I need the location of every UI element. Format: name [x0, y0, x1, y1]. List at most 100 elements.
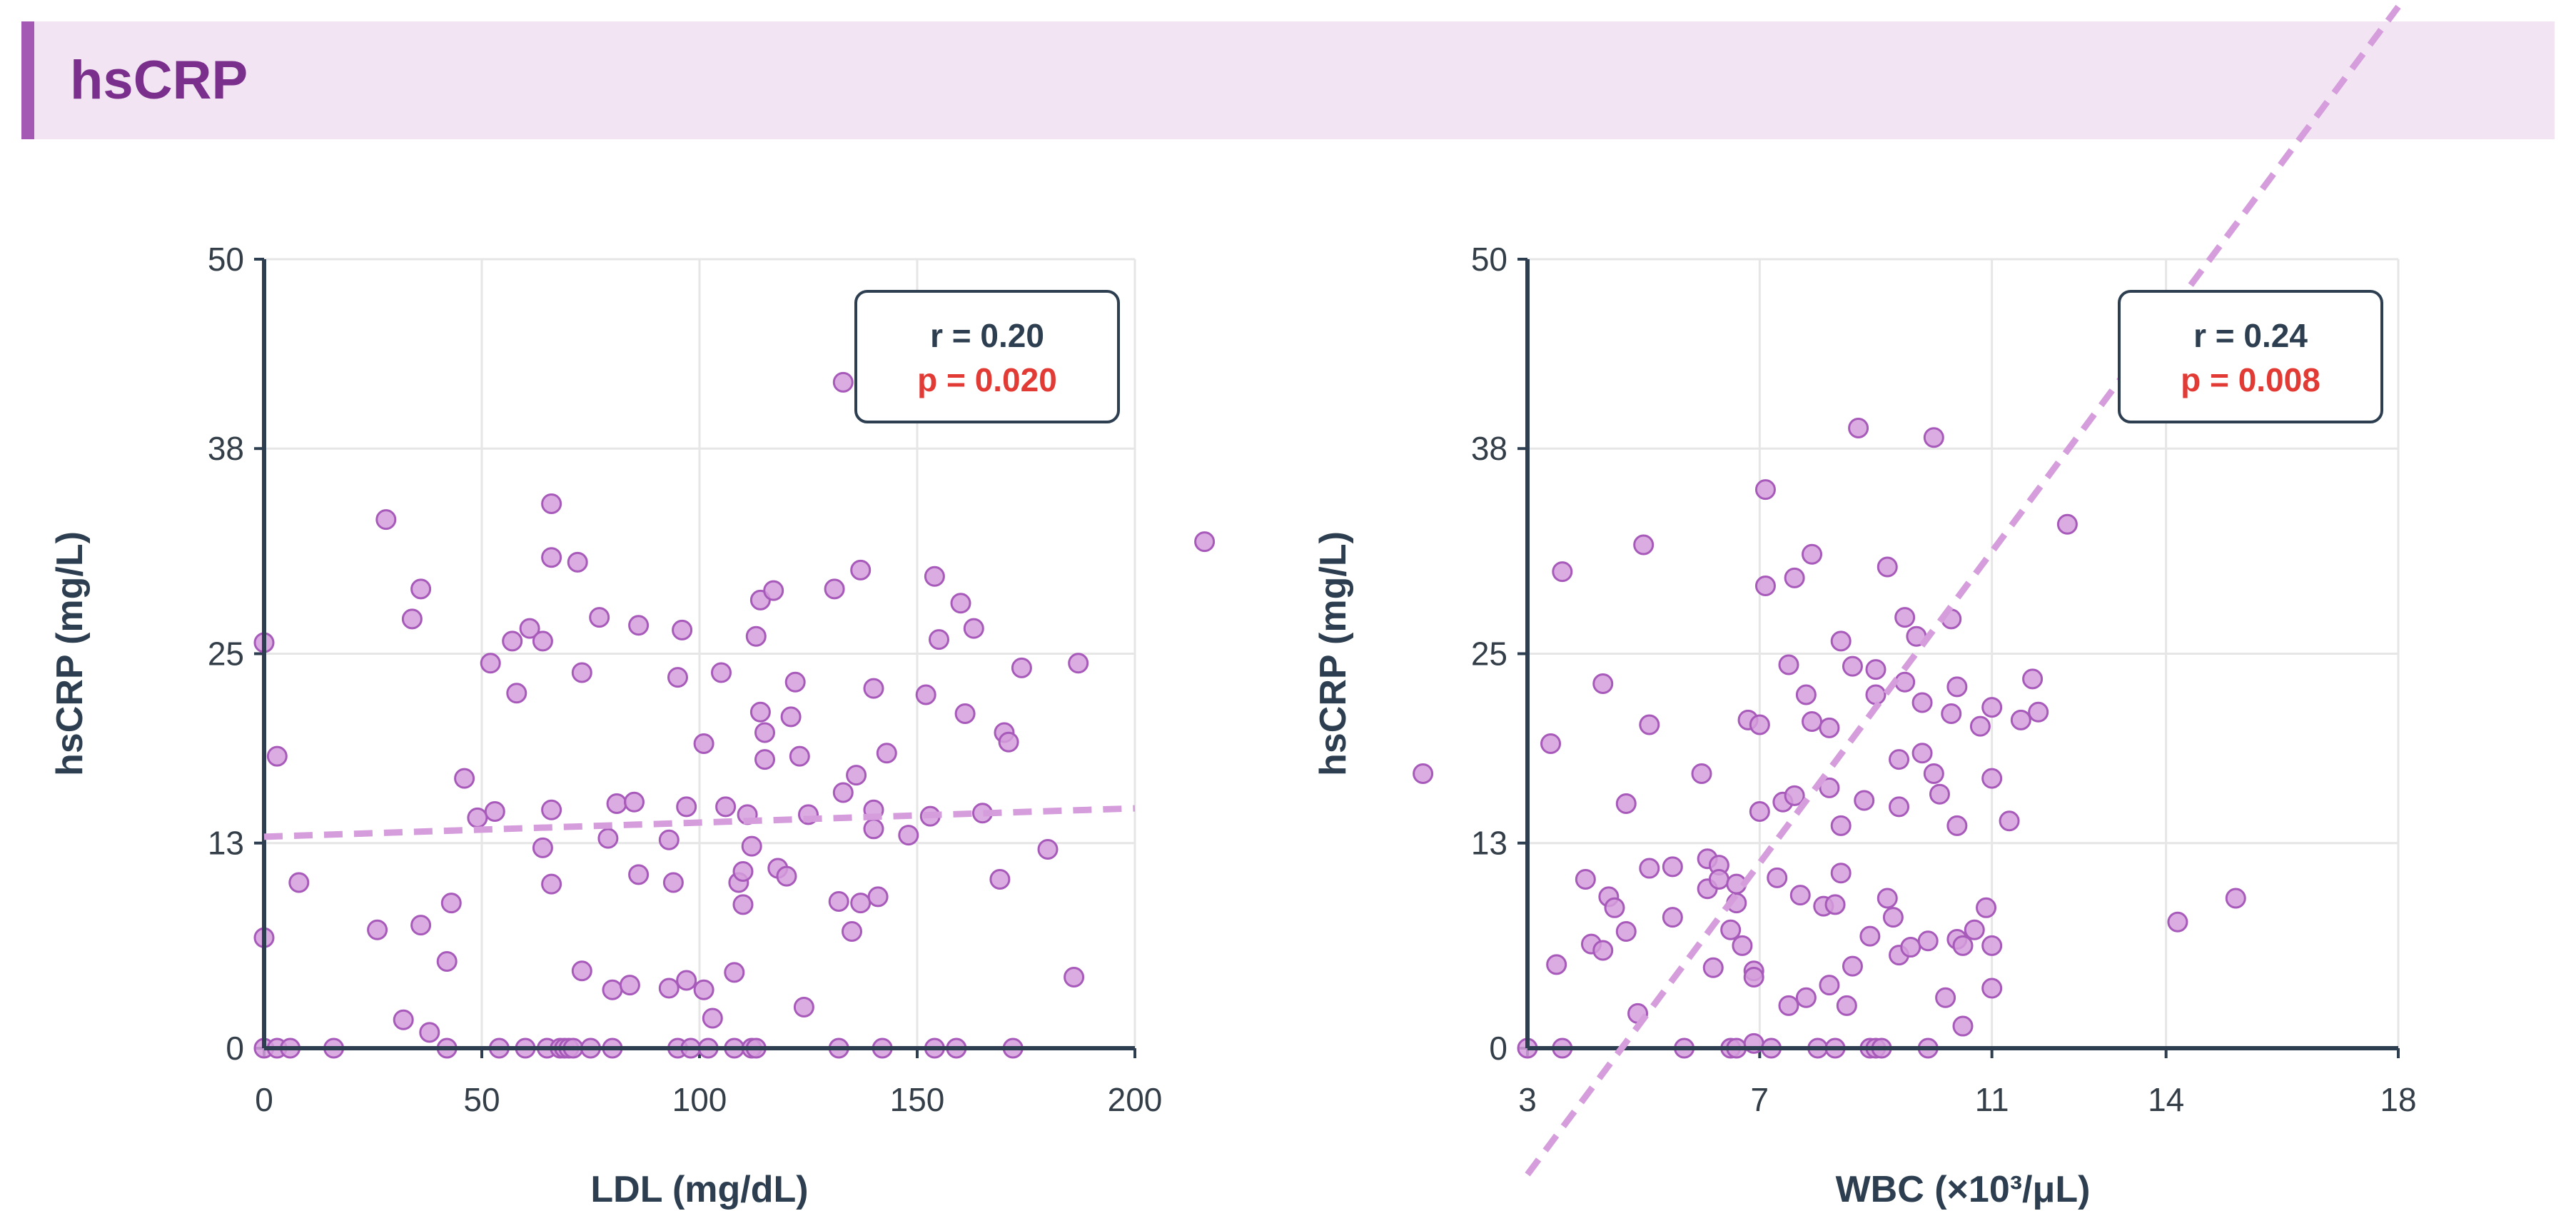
x-tick-label: 18: [2380, 1081, 2416, 1118]
data-point: [2056, 513, 2078, 535]
data-point: [1720, 919, 1742, 940]
data-point: [1789, 885, 1811, 906]
data-point: [1900, 937, 1921, 958]
data-point: [1889, 749, 1910, 770]
data-point: [828, 890, 849, 912]
data-point: [1702, 957, 1724, 978]
data-point: [1778, 654, 1799, 675]
data-point: [745, 625, 767, 647]
y-tick-label: 13: [1471, 825, 1507, 862]
data-point: [1894, 607, 1916, 628]
data-point: [789, 745, 810, 767]
data-point: [1767, 867, 1788, 888]
data-point: [1911, 692, 1933, 713]
data-point: [915, 684, 936, 705]
x-axis-title: LDL (mg/dL): [590, 1169, 808, 1210]
data-point: [1981, 697, 2003, 718]
data-point: [672, 619, 693, 640]
data-point: [1639, 858, 1660, 879]
data-point: [1877, 888, 1898, 909]
data-point: [1592, 940, 1614, 961]
data-point: [2022, 668, 2044, 690]
data-point: [288, 872, 310, 893]
data-point: [1877, 556, 1898, 578]
p-value: p = 0.008: [2181, 361, 2320, 398]
trend-line: [1525, 4, 2401, 1177]
data-point: [702, 1008, 723, 1029]
data-point: [506, 683, 527, 704]
data-point: [1952, 935, 1974, 956]
data-point: [1604, 897, 1625, 918]
data-point: [541, 873, 562, 895]
data-point: [1540, 733, 1562, 754]
data-point: [541, 493, 562, 515]
data-point: [1011, 657, 1032, 678]
data-point: [763, 580, 784, 601]
data-point: [480, 653, 501, 674]
data-point: [1819, 975, 1840, 996]
data-point: [1999, 810, 2020, 832]
data-point: [784, 671, 806, 693]
data-point: [998, 731, 1019, 753]
data-point: [1923, 763, 1944, 784]
data-point: [519, 618, 540, 639]
data-point: [1819, 717, 1840, 738]
y-tick-label: 38: [1471, 430, 1507, 467]
data-point: [1778, 995, 1799, 1016]
data-point: [1859, 925, 1881, 947]
data-point: [667, 667, 688, 688]
data-point: [1732, 935, 1753, 956]
data-point: [1981, 768, 2003, 789]
data-point: [1848, 417, 1869, 438]
data-point: [1743, 967, 1764, 988]
data-point: [1889, 796, 1910, 818]
data-point: [963, 618, 984, 639]
y-axis-title: hsCRP (mg/L): [1313, 531, 1354, 776]
data-point: [571, 662, 592, 683]
data-point: [1865, 659, 1886, 680]
data-point: [867, 886, 889, 908]
data-point: [1830, 863, 1852, 884]
data-point: [832, 371, 854, 393]
r-value: r = 0.20: [930, 317, 1044, 354]
data-point: [541, 799, 562, 820]
data-point: [693, 979, 714, 1000]
data-point: [1952, 1015, 1974, 1037]
data-point: [624, 791, 645, 813]
data-point: [467, 807, 488, 828]
data-point: [454, 768, 475, 789]
data-point: [1784, 785, 1805, 806]
stats-box: [854, 290, 1120, 423]
data-point: [1615, 920, 1637, 942]
data-point: [850, 893, 872, 914]
x-tick-label: 0: [255, 1081, 273, 1118]
data-point: [715, 796, 737, 818]
data-point: [628, 864, 650, 885]
data-point: [1981, 935, 2003, 956]
data-point: [532, 630, 553, 652]
data-point: [662, 872, 684, 893]
data-point: [850, 559, 872, 581]
data-point: [842, 920, 862, 942]
data-point: [1911, 743, 1933, 764]
data-point: [989, 869, 1011, 890]
data-point: [266, 745, 288, 767]
data-point: [1882, 907, 1904, 928]
data-point: [676, 970, 697, 991]
x-tick-label: 100: [672, 1081, 727, 1118]
data-point: [484, 801, 505, 822]
data-point: [950, 593, 971, 614]
data-point: [1976, 897, 1997, 918]
data-point: [532, 837, 553, 858]
data-point: [924, 566, 945, 587]
data-point: [1639, 714, 1660, 735]
data-point: [619, 975, 640, 996]
data-point: [1865, 684, 1886, 705]
y-tick-label: 25: [208, 635, 244, 673]
x-tick-label: 3: [1518, 1081, 1537, 1118]
data-point: [1662, 907, 1683, 928]
x-tick-label: 200: [1108, 1081, 1163, 1118]
data-point: [1784, 567, 1805, 588]
data-point: [2167, 911, 2188, 933]
